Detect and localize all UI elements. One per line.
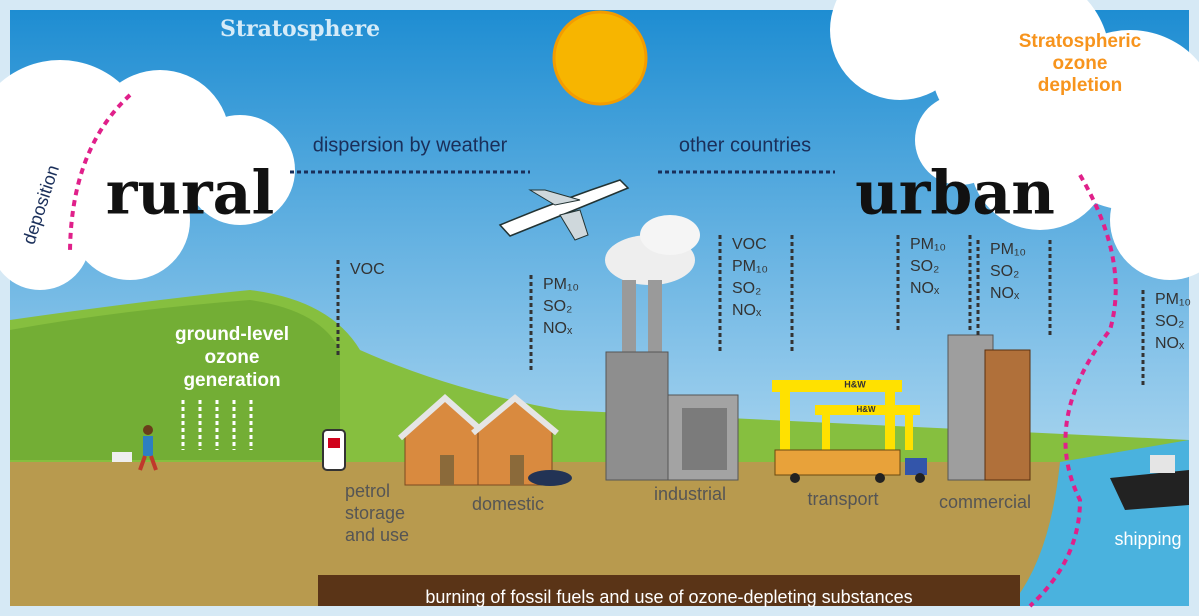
source-label: industrial: [654, 484, 726, 504]
ship-cabin: [1150, 455, 1175, 473]
source-label: petrol: [345, 481, 390, 501]
source-label: storage: [345, 503, 405, 523]
pollutant-label: VOC: [732, 236, 767, 253]
pollutant-label: NOₓ: [543, 320, 573, 337]
source-label: shipping: [1114, 529, 1181, 549]
pollutant-label: NOₓ: [910, 280, 940, 297]
ground-level-label: generation: [183, 370, 280, 391]
pollutant-label: PM₁₀: [543, 276, 579, 293]
commercial-buildings: [948, 335, 1030, 480]
stratosphere-label: Stratosphere: [220, 16, 380, 42]
scene: Stratosphere dispersion by weather other…: [0, 0, 1199, 616]
ground-level-label: ground-level: [175, 324, 289, 345]
ground-level-label: ozone: [205, 347, 260, 368]
pollutant-label: NOₓ: [1155, 335, 1185, 352]
petrol-pump: [323, 430, 345, 470]
pollutant-label: PM₁₀: [910, 236, 946, 253]
stratospheric-label: depletion: [1038, 75, 1122, 96]
crane-label: H&W: [856, 405, 876, 414]
sun: [554, 12, 646, 104]
other-countries-label: other countries: [679, 134, 811, 156]
source-label: commercial: [939, 492, 1031, 512]
pollutant-label: PM₁₀: [990, 241, 1026, 258]
source-label: domestic: [472, 494, 544, 514]
page: Stratosphere dispersion by weather other…: [0, 0, 1199, 616]
pollutant-label: NOₓ: [990, 285, 1020, 302]
pollutant-label: SO₂: [990, 263, 1019, 280]
pollutant-label: SO₂: [910, 258, 939, 275]
dispersion-label: dispersion by weather: [313, 134, 508, 156]
source-label: and use: [345, 525, 409, 545]
stratospheric-label: Stratospheric: [1019, 31, 1142, 52]
pollutant-label: SO₂: [1155, 313, 1184, 330]
crane-label: H&W: [844, 379, 866, 389]
banner-text: burning of fossil fuels and use of ozone…: [425, 587, 912, 607]
rural-label: rural: [106, 159, 275, 229]
pollutant-label: SO₂: [543, 298, 572, 315]
urban-label: urban: [855, 159, 1055, 229]
pollutant-label: PM₁₀: [732, 258, 768, 275]
pollutant-label: PM₁₀: [1155, 291, 1191, 308]
stratospheric-label: ozone: [1053, 53, 1108, 74]
pollutant-label: NOₓ: [732, 302, 762, 319]
pollutant-label: VOC: [350, 261, 385, 278]
pollutant-label: SO₂: [732, 280, 761, 297]
source-label: transport: [807, 489, 878, 509]
